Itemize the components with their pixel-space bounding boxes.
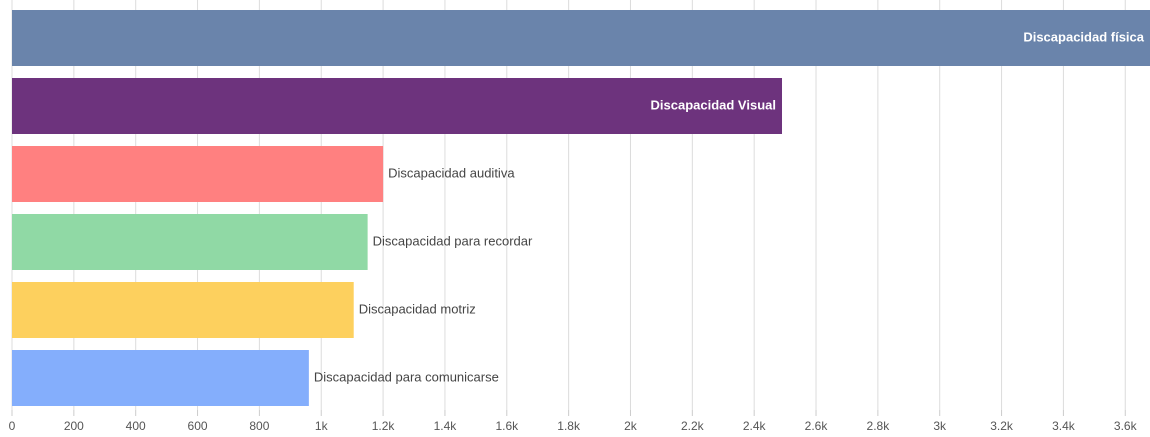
x-tick-label: 2.2k — [681, 419, 705, 433]
bar-label: Discapacidad auditiva — [388, 165, 515, 180]
bar-label: Discapacidad motriz — [359, 301, 476, 316]
x-tick-label: 2.6k — [805, 419, 829, 433]
bar — [12, 350, 309, 406]
x-tick-label: 3.2k — [990, 419, 1014, 433]
x-tick-label: 2.4k — [743, 419, 767, 433]
bar-label: Discapacidad Visual — [651, 97, 777, 112]
x-tick-label: 200 — [64, 419, 84, 433]
x-tick-label: 1k — [315, 419, 329, 433]
x-tick-label: 2k — [624, 419, 638, 433]
bar-label: Discapacidad física — [1023, 29, 1144, 44]
x-tick-label: 1.8k — [557, 419, 581, 433]
x-tick-label: 1.4k — [434, 419, 458, 433]
x-tick-label: 1.6k — [495, 419, 519, 433]
bar — [12, 282, 354, 338]
x-tick-label: 600 — [188, 419, 208, 433]
x-tick-label: 2.8k — [867, 419, 891, 433]
bar — [12, 214, 368, 270]
bar — [12, 10, 1150, 66]
x-tick-label: 0 — [9, 419, 16, 433]
bar-label: Discapacidad para comunicarse — [314, 369, 499, 384]
x-tick-label: 3k — [933, 419, 947, 433]
x-tick-label: 1.2k — [372, 419, 396, 433]
bar — [12, 146, 384, 202]
x-tick-label: 400 — [126, 419, 146, 433]
x-tick-label: 3.4k — [1052, 419, 1076, 433]
bar — [12, 78, 783, 134]
bar-label: Discapacidad para recordar — [373, 233, 533, 248]
x-tick-label: 800 — [249, 419, 269, 433]
x-tick-label: 3.6k — [1114, 419, 1138, 433]
